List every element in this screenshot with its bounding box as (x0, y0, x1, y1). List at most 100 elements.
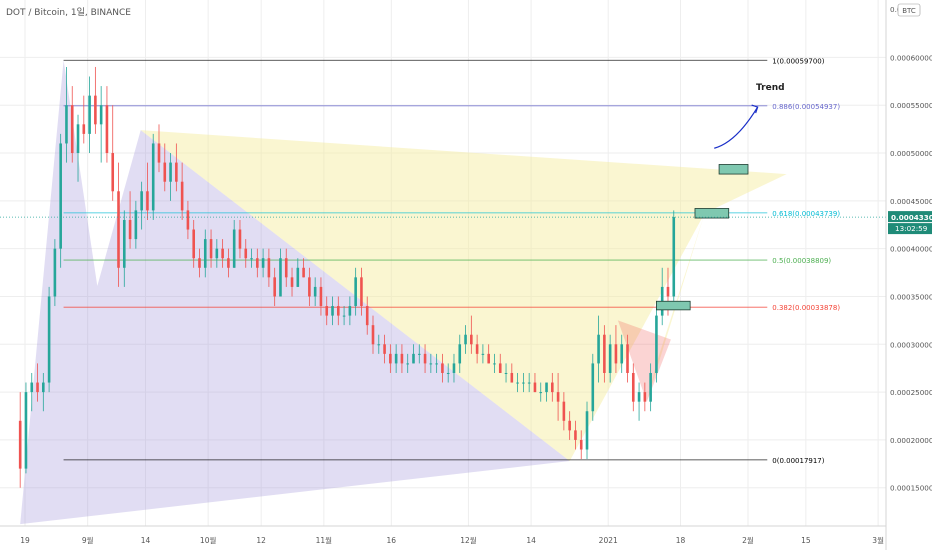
candle-body (458, 344, 462, 364)
candle-body (24, 392, 28, 469)
currency-badge-box (897, 3, 921, 17)
candle-body (140, 191, 143, 211)
candle-body (672, 217, 676, 297)
countdown-value: 13:02:59 (895, 224, 928, 233)
candle-body (134, 210, 138, 240)
y-tick-label: 0.00020000 (890, 436, 932, 445)
candle-body (59, 143, 62, 249)
candle-body (279, 258, 282, 297)
candle-body (232, 229, 236, 268)
candle-body (377, 344, 381, 346)
candle-body (446, 372, 450, 374)
candle-body (545, 382, 548, 393)
candle-body (516, 382, 519, 384)
candle-body (342, 315, 346, 317)
fib-level-label: 0.382(0.00033878) (772, 304, 840, 312)
y-tick-label: 0.0 (890, 5, 902, 14)
candle-body (649, 372, 652, 402)
candle-body (319, 286, 323, 307)
candle-body (53, 248, 57, 297)
candle-body (215, 248, 219, 259)
candle-body (313, 286, 317, 297)
candle-body (400, 353, 404, 364)
candle-body (99, 105, 103, 125)
candle-body (666, 286, 670, 297)
candle-body (585, 411, 589, 450)
candle-body (429, 363, 433, 365)
candle-body (331, 306, 334, 316)
candle-body (574, 430, 577, 440)
fib-level-label: 0(0.00017917) (772, 457, 824, 465)
candle-body (608, 344, 612, 373)
candle-body (452, 363, 456, 373)
candle-body (94, 95, 97, 125)
candle-body (203, 239, 207, 268)
price-value: 0.00043300 (891, 213, 932, 222)
candle-body (221, 248, 224, 259)
target-box (718, 164, 749, 175)
harmonic-pattern-purple (20, 60, 570, 525)
candle-body (36, 382, 39, 393)
trend-arrow-icon (714, 106, 759, 149)
candle-body (475, 344, 479, 354)
x-tick-label: 16 (387, 536, 397, 545)
candle-body (591, 363, 595, 412)
candle-body (244, 248, 248, 259)
candle-body (273, 277, 276, 297)
fib-level-label: 0.618(0.00043739) (772, 210, 840, 218)
candle-body (481, 353, 485, 355)
fib-level-label: 0.5(0.00038809) (772, 257, 831, 265)
fib-level-label: 0.886(0.00054937) (772, 103, 840, 111)
y-tick-label: 0.00030000 (890, 340, 932, 349)
candle-body (470, 334, 473, 345)
candle-body (389, 353, 392, 364)
y-tick-label: 0.00055000 (890, 101, 932, 110)
candle-body (522, 382, 525, 384)
candle-body (406, 363, 410, 365)
candle-body (117, 191, 120, 268)
x-tick-label: 2월 (742, 535, 754, 545)
trend-arrowhead-icon (751, 104, 759, 114)
candle-body (441, 363, 444, 373)
trend-annotation: Trend (756, 83, 785, 93)
target-box (694, 208, 730, 219)
candle-body (163, 162, 167, 182)
candle-body (626, 344, 629, 373)
x-tick-label: 3월 (872, 535, 884, 545)
candle-body (30, 382, 34, 393)
candle-body (631, 372, 635, 402)
candle-body (47, 296, 51, 383)
candle-body (209, 239, 213, 259)
candle-body (365, 306, 369, 326)
candle-body (198, 258, 201, 268)
candle-body (284, 258, 288, 278)
candle-body (568, 420, 571, 431)
candle-body (192, 229, 195, 259)
candle-body (597, 334, 600, 364)
candle-body (18, 420, 22, 469)
x-tick-label: 19 (20, 536, 30, 545)
x-tick-label: 12월 (460, 535, 477, 545)
candle-body (360, 277, 363, 307)
candle-body (620, 344, 624, 364)
x-tick-label: 10월 (200, 535, 217, 545)
candle-body (42, 382, 45, 393)
candle-body (111, 153, 115, 192)
candle-body (128, 219, 132, 240)
x-tick-label: 14 (141, 536, 151, 545)
candle-body (348, 306, 352, 316)
candle-body (250, 258, 253, 260)
candle-body (614, 344, 618, 364)
candle-body (256, 258, 259, 268)
x-tick-label: 2021 (599, 536, 618, 545)
candle-body (76, 124, 80, 154)
candle-body (487, 353, 490, 364)
y-tick-label: 0.00060000 (890, 53, 932, 62)
candle-body (603, 334, 606, 373)
plot-background (0, 0, 886, 526)
candle-body (637, 392, 641, 402)
y-tick-label: 0.00050000 (890, 149, 932, 158)
candle-body (394, 353, 398, 364)
